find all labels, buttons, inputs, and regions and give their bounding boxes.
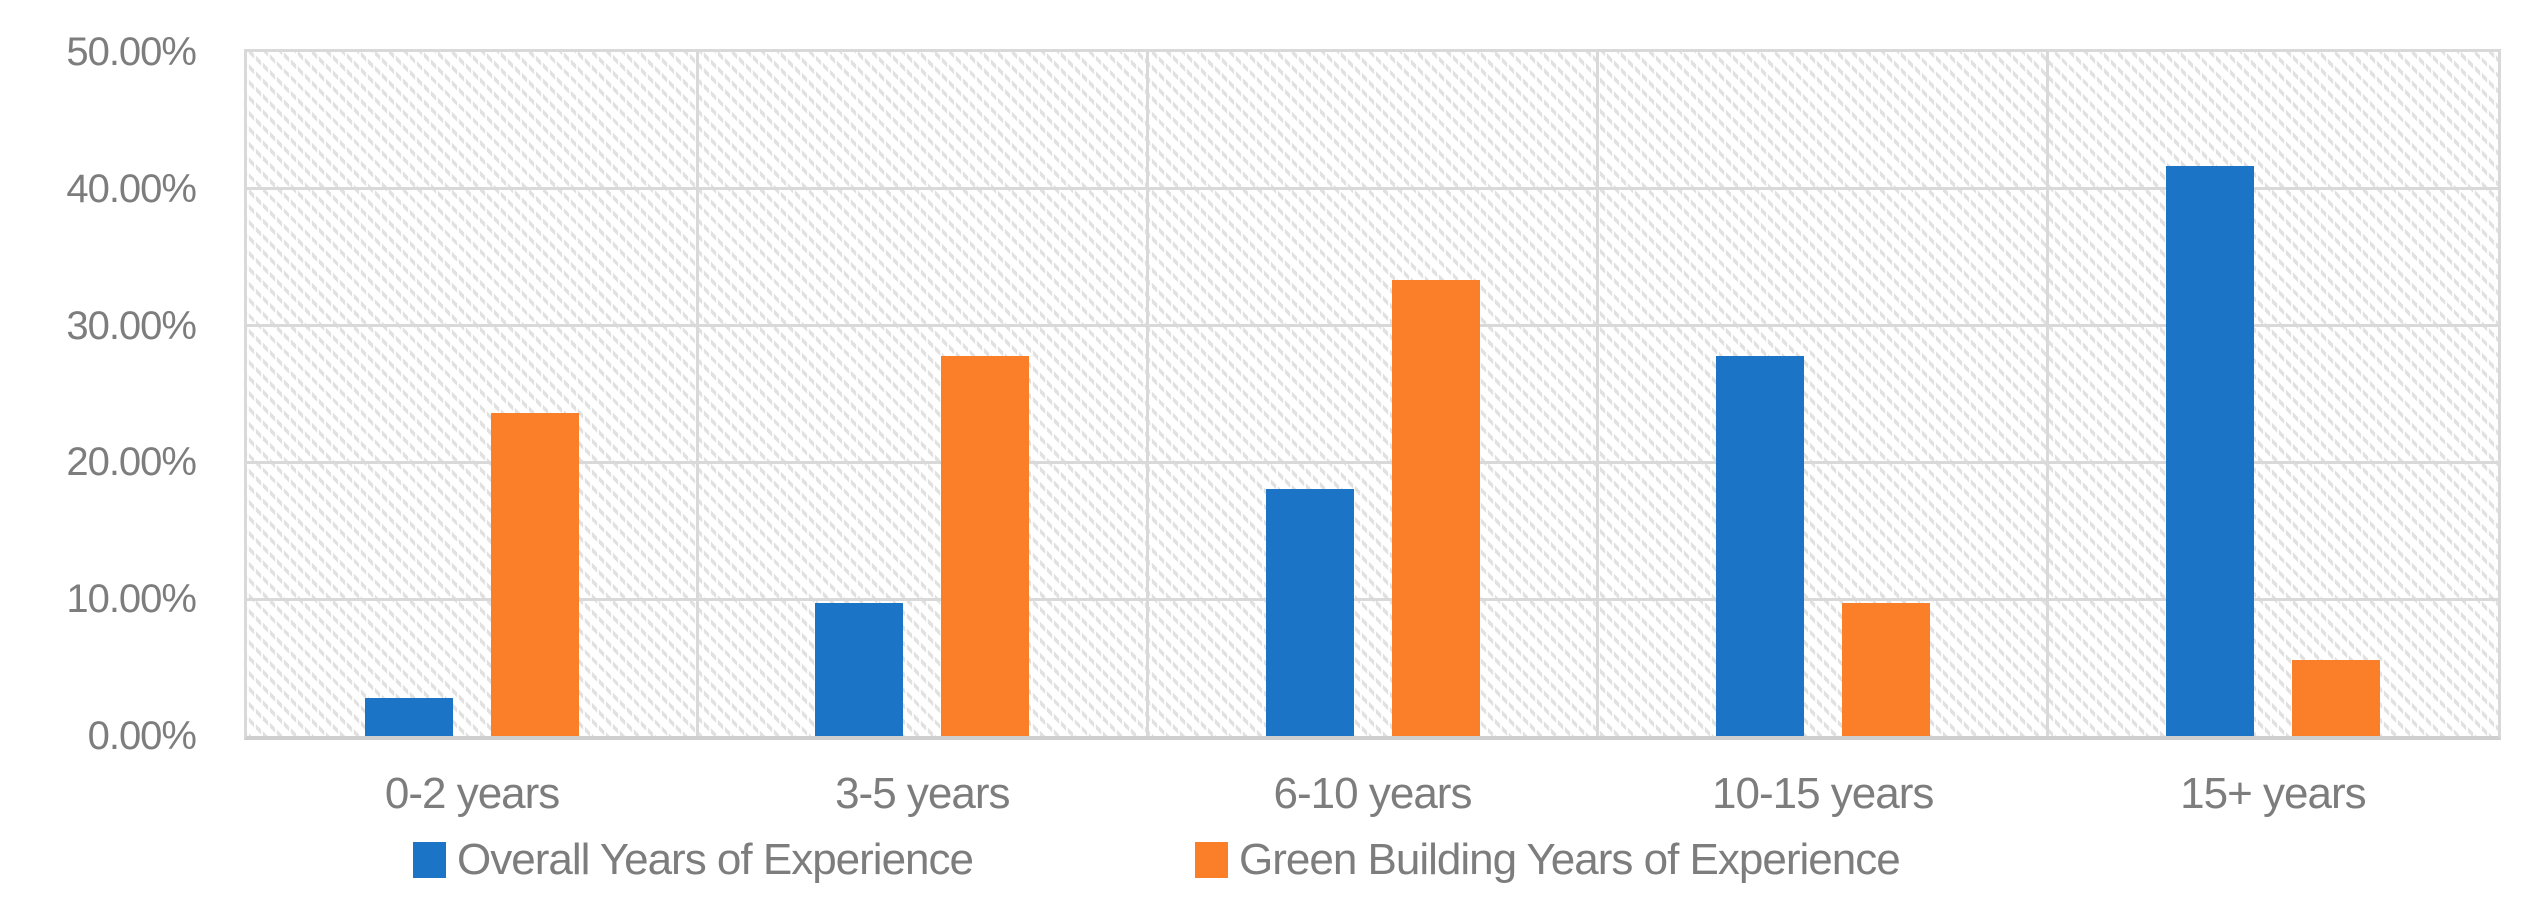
horizontal-gridline-20 xyxy=(247,460,2498,464)
bar-overall-15+-years xyxy=(2165,165,2254,736)
bar-overall-0-2-years xyxy=(365,697,454,736)
bar-overall-3-5-years xyxy=(815,603,904,736)
bar-green-building-15+-years xyxy=(2291,659,2380,736)
horizontal-gridline-10 xyxy=(247,597,2498,601)
x-category-label-0-2-years: 0-2 years xyxy=(384,769,560,818)
bar-green-building-6-10-years xyxy=(1391,280,1480,736)
legend-swatch-overall-experience xyxy=(413,842,446,878)
y-tick-label-1000: 10.00% xyxy=(66,577,197,622)
horizontal-gridline-30 xyxy=(247,324,2498,328)
legend-swatch-green-building-experience xyxy=(1195,842,1228,878)
plot-area xyxy=(244,49,2501,740)
legend-label-overall-experience: Overall Years of Experience xyxy=(457,835,974,884)
vertical-gridline-2 xyxy=(1145,52,1149,736)
vertical-gridline-1 xyxy=(695,52,699,736)
x-category-label-10-15-years: 10-15 years xyxy=(1712,769,1934,818)
y-tick-label-4000: 40.00% xyxy=(66,166,197,211)
bar-green-building-10-15-years xyxy=(1841,603,1930,736)
x-category-label-15+-years: 15+ years xyxy=(2180,769,2366,818)
legend-item-green-building-experience: Green Building Years of Experience xyxy=(1195,835,1901,884)
vertical-gridline-4 xyxy=(2046,52,2050,736)
legend-label-green-building-experience: Green Building Years of Experience xyxy=(1239,835,1901,884)
bar-green-building-0-2-years xyxy=(491,413,580,736)
y-tick-label-5000: 50.00% xyxy=(66,30,197,74)
y-tick-label-2000: 20.00% xyxy=(66,440,197,485)
x-category-label-6-10-years: 6-10 years xyxy=(1273,769,1473,818)
vertical-gridline-3 xyxy=(1596,52,1600,736)
y-tick-label-000: 0.00% xyxy=(87,714,197,758)
bar-green-building-3-5-years xyxy=(941,355,1030,736)
legend-item-overall-experience: Overall Years of Experience xyxy=(413,835,974,884)
bar-overall-10-15-years xyxy=(1715,355,1804,736)
bar-overall-6-10-years xyxy=(1265,488,1354,736)
x-category-label-3-5-years: 3-5 years xyxy=(835,769,1010,818)
y-tick-label-3000: 30.00% xyxy=(66,303,197,348)
horizontal-gridline-40 xyxy=(247,187,2498,191)
